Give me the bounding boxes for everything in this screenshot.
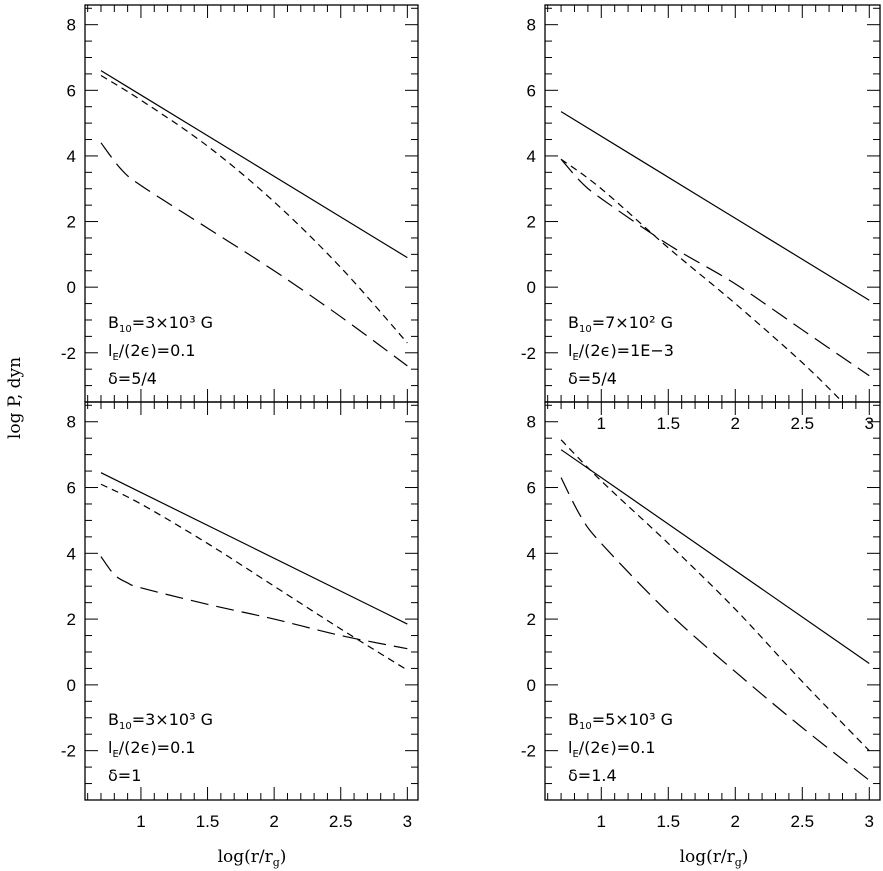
y-tick-label: -2 — [61, 344, 76, 363]
y-tick-label: 0 — [67, 278, 76, 297]
y-tick-label: 2 — [527, 610, 536, 629]
annotation-line: B10=5×10³ G — [568, 710, 673, 732]
y-tick-label: 6 — [67, 479, 76, 498]
x-tick-label: 1 — [597, 414, 606, 433]
x-tick-label: 3 — [865, 414, 874, 433]
y-tick-label: 0 — [67, 676, 76, 695]
annotation-line: lE/(2ϵ)=0.1 — [568, 738, 656, 760]
x-axis-title-left-text: log(r/rg) — [218, 847, 287, 869]
series-line-long-dash — [560, 477, 870, 781]
series-line-dash — [560, 439, 870, 752]
panel-top-right: -2 0 2 4 6 8 1 1.5 2 2.5 3 B10=7×10² G lE/(2ϵ)=1E−3 δ… — [521, 4, 881, 433]
y-tick-label: 0 — [527, 676, 536, 695]
x-tick-label: 2.5 — [329, 812, 353, 831]
y-tick-label: 6 — [527, 479, 536, 498]
x-tick-label: 1.5 — [196, 812, 220, 831]
plot-frame — [84, 401, 419, 801]
series-line-solid — [560, 449, 870, 664]
y-tick-label: 8 — [527, 16, 536, 35]
y-tick-label: 8 — [527, 413, 536, 432]
annotation-line: B10=3×10³ G — [108, 313, 213, 335]
annotation-line: B10=7×10² G — [568, 313, 673, 335]
annotation-line: B10=3×10³ G — [108, 710, 213, 732]
y-tick-label: 4 — [67, 544, 76, 563]
series-line-dash — [100, 75, 408, 344]
x-tick-label: 2.5 — [790, 812, 814, 831]
panel-bottom-right: -2 0 2 4 6 8 1 1.5 2 2.5 3 B10=5×10³ G lE/(2ϵ)=0.1 δ=… — [521, 401, 881, 831]
series-line-solid — [100, 472, 408, 625]
panel-top-left: -2 0 2 4 6 8 B10=3×10³ G lE/(2ϵ)=0.1 δ=5/4 — [61, 4, 419, 403]
series-line-long-dash — [560, 158, 870, 377]
annotation-line: lE/(2ϵ)=1E−3 — [568, 341, 674, 363]
series-line-long-dash — [100, 142, 408, 367]
x-tick-label: 1 — [136, 812, 145, 831]
series-line-dash — [100, 483, 408, 671]
y-tick-label: 8 — [67, 413, 76, 432]
series-line-long-dash — [100, 556, 408, 650]
y-tick-label: -2 — [521, 742, 536, 761]
series-line-solid — [100, 70, 408, 259]
x-axis-title-right: log(r/rg) — [680, 847, 749, 869]
y-tick-label: 0 — [527, 278, 536, 297]
x-tick-label: 1.5 — [656, 414, 680, 433]
annotation-line: lE/(2ϵ)=0.1 — [108, 738, 196, 760]
x-tick-label: 2 — [731, 414, 740, 433]
series-line-dash — [560, 158, 843, 402]
y-tick-label: 2 — [527, 213, 536, 232]
y-tick-label: -2 — [61, 742, 76, 761]
y-tick-label: 4 — [527, 147, 536, 166]
annotation-line: δ=5/4 — [108, 369, 157, 388]
x-tick-label: 1 — [597, 812, 606, 831]
x-tick-label: 3 — [403, 812, 412, 831]
y-tick-label: 2 — [67, 610, 76, 629]
y-tick-label: 2 — [67, 213, 76, 232]
y-axis-title: log P, dyn — [5, 357, 25, 439]
plot-frame — [544, 401, 881, 801]
series-line-solid — [560, 111, 870, 301]
y-tick-label: 6 — [527, 81, 536, 100]
x-axis-title-right-text: log(r/rg) — [680, 847, 749, 869]
y-tick-label: 8 — [67, 16, 76, 35]
y-tick-label: -2 — [521, 344, 536, 363]
y-tick-label: 6 — [67, 81, 76, 100]
x-tick-label: 2 — [269, 812, 278, 831]
annotation-line: δ=5/4 — [568, 369, 617, 388]
annotation-line: δ=1.4 — [568, 766, 617, 785]
x-tick-label: 1.5 — [656, 812, 680, 831]
x-tick-label: 3 — [865, 812, 874, 831]
x-tick-label: 2 — [731, 812, 740, 831]
x-tick-label: 2.5 — [790, 414, 814, 433]
x-axis-title-left: log(r/rg) — [218, 847, 287, 869]
y-tick-label: 4 — [527, 544, 536, 563]
panel-bottom-left: -2 0 2 4 6 8 1 1.5 2 2.5 3 B10=3×10³ G lE/(2ϵ)=0.1 δ=… — [61, 401, 419, 831]
y-tick-label: 4 — [67, 147, 76, 166]
annotation-line: lE/(2ϵ)=0.1 — [108, 341, 196, 363]
annotation-line: δ=1 — [108, 766, 141, 785]
